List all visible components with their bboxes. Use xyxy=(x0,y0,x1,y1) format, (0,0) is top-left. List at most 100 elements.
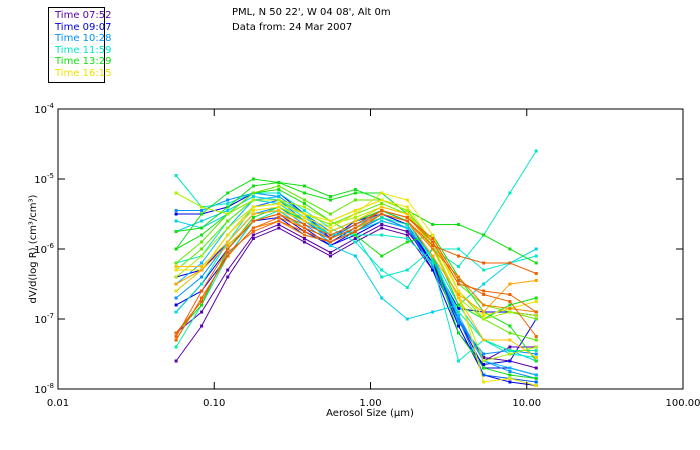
data-series xyxy=(174,191,538,387)
data-point xyxy=(251,237,255,240)
data-point xyxy=(380,223,384,226)
legend-list: Time 07:52 Time 09:07 Time 10:28 Time 11:59… xyxy=(49,10,112,79)
series-layer xyxy=(174,149,538,387)
data-point xyxy=(508,331,512,335)
series-line xyxy=(175,227,537,369)
data-point xyxy=(534,345,538,349)
data-point xyxy=(174,282,178,286)
data-point xyxy=(534,359,538,363)
data-point xyxy=(380,212,384,216)
data-point xyxy=(405,286,409,289)
data-point xyxy=(353,212,357,216)
data-point xyxy=(508,247,512,251)
data-point xyxy=(457,303,461,307)
data-point xyxy=(200,282,204,286)
data-point xyxy=(380,233,384,237)
data-point xyxy=(482,261,486,265)
data-point xyxy=(200,226,204,230)
data-point xyxy=(174,219,178,223)
data-point xyxy=(174,331,178,335)
data-point xyxy=(174,174,178,177)
data-point xyxy=(457,275,461,279)
data-point xyxy=(405,209,409,212)
data-point xyxy=(302,205,306,209)
data-point xyxy=(534,335,538,338)
data-point xyxy=(457,223,461,226)
data-point xyxy=(200,205,204,209)
data-point xyxy=(534,300,538,303)
data-point xyxy=(174,209,178,212)
data-point xyxy=(431,265,435,268)
data-point xyxy=(482,356,486,359)
legend-item: Time 16:15 xyxy=(55,67,112,79)
data-point xyxy=(534,366,538,370)
data-point xyxy=(174,275,178,279)
data-point xyxy=(431,268,435,272)
data-point xyxy=(534,349,538,352)
data-point xyxy=(431,310,435,314)
data-point xyxy=(405,230,409,233)
data-point xyxy=(508,303,512,307)
data-point xyxy=(534,272,538,275)
data-point xyxy=(174,359,178,363)
data-point xyxy=(174,335,178,338)
data-point xyxy=(353,223,357,226)
data-point xyxy=(457,265,461,268)
data-point xyxy=(277,202,281,205)
data-point xyxy=(200,296,204,300)
data-point xyxy=(251,219,255,223)
data-point xyxy=(508,310,512,314)
data-point xyxy=(508,300,512,303)
data-point xyxy=(226,191,230,195)
data-point xyxy=(431,223,435,226)
data-point xyxy=(328,219,332,223)
data-point xyxy=(200,324,204,328)
data-point xyxy=(302,198,306,202)
x-tick-label: 0.01 xyxy=(47,398,69,409)
data-point xyxy=(534,310,538,314)
data-point xyxy=(508,373,512,377)
data-point xyxy=(508,282,512,286)
data-point xyxy=(200,303,204,307)
data-point xyxy=(174,230,178,233)
y-tick-exp: -8 xyxy=(47,382,54,390)
data-point xyxy=(226,198,230,202)
data-point xyxy=(328,254,332,258)
data-point xyxy=(508,366,512,370)
data-point xyxy=(353,219,357,223)
title-line-location: PML, N 50 22', W 04 08', Alt 0m xyxy=(232,7,391,18)
data-point xyxy=(405,226,409,230)
y-tick-label: 10-5 xyxy=(34,172,54,186)
data-point xyxy=(353,209,357,212)
data-point xyxy=(534,377,538,380)
data-point xyxy=(457,247,461,251)
data-point xyxy=(353,216,357,219)
data-point xyxy=(431,247,435,251)
y-tick-label: 10-4 xyxy=(34,102,54,116)
data-point xyxy=(353,240,357,244)
data-point xyxy=(200,212,204,216)
data-point xyxy=(482,289,486,293)
data-point xyxy=(200,261,204,265)
data-point xyxy=(277,205,281,209)
data-point xyxy=(508,359,512,363)
legend-item: Time 13:29 xyxy=(55,56,112,67)
data-point xyxy=(482,366,486,370)
data-point xyxy=(174,310,178,314)
data-point xyxy=(380,216,384,219)
data-point xyxy=(328,233,332,237)
data-point xyxy=(353,191,357,195)
data-point xyxy=(457,321,461,324)
data-point xyxy=(380,254,384,258)
data-point xyxy=(226,202,230,205)
data-point xyxy=(534,373,538,377)
data-series xyxy=(174,212,538,335)
x-tick-label: 0.10 xyxy=(203,398,225,409)
legend-item: Time 10:28 xyxy=(55,33,112,44)
data-point xyxy=(302,184,306,188)
data-point xyxy=(457,293,461,296)
data-point xyxy=(457,324,461,328)
legend-item: Time 09:07 xyxy=(55,21,112,33)
data-point xyxy=(431,240,435,244)
data-point xyxy=(251,184,255,188)
